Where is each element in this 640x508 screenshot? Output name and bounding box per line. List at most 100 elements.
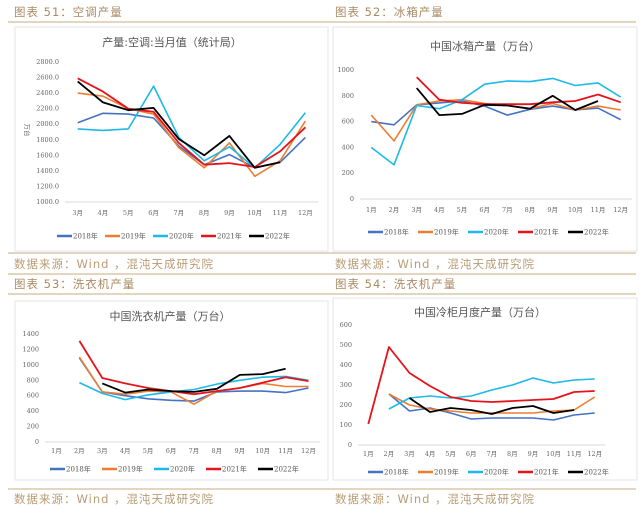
y-tick-label: 1600.0 — [36, 151, 59, 159]
y-tick-label: 600 — [27, 392, 39, 400]
series-line-2019 — [78, 356, 309, 405]
x-tick-label: 2月 — [384, 450, 395, 458]
x-tick-label: 5月 — [143, 447, 154, 455]
caption-54: 图表 54：洗衣机产量 — [335, 277, 456, 291]
x-tick-label: 12月 — [587, 450, 602, 458]
x-tick-label: 3月 — [97, 447, 108, 455]
legend-label: 2020年 — [484, 228, 509, 237]
x-tick-label: 4月 — [120, 447, 131, 455]
x-tick-label: 8月 — [507, 450, 518, 458]
x-tick-label: 1月 — [366, 206, 377, 214]
y-tick-label: 400 — [27, 407, 39, 415]
x-tick-label: 1月 — [51, 447, 62, 455]
x-tick-label: 5月 — [457, 206, 468, 214]
x-tick-label: 8月 — [199, 209, 210, 217]
series-line-2020 — [77, 85, 307, 169]
x-tick-label: 10月 — [247, 209, 262, 217]
y-tick-label: 800 — [342, 92, 354, 100]
y-tick-label: 0 — [348, 441, 352, 449]
legend-label: 2020年 — [484, 468, 509, 477]
x-tick-label: 1月 — [363, 450, 374, 458]
x-tick-label: 7月 — [189, 447, 200, 455]
series-line-2022 — [416, 87, 599, 116]
y-tick-label: 1400 — [22, 330, 39, 338]
x-tick-label: 12月 — [298, 209, 313, 217]
legend-label: 2021年 — [534, 228, 559, 237]
series-line-2019 — [77, 92, 307, 178]
legend-label: 2019年 — [118, 465, 143, 474]
x-tick-label: 12月 — [301, 447, 316, 455]
x-tick-label: 6月 — [479, 206, 490, 214]
legend-label: 2022年 — [584, 468, 609, 477]
y-tick-label: 1000 — [337, 66, 354, 74]
x-tick-label: 8月 — [212, 447, 223, 455]
source-note: 数据来源：Wind ，混沌天成研究院 — [14, 257, 214, 271]
y-tick-label: 200 — [27, 423, 39, 431]
y-tick-label: 800 — [27, 376, 39, 384]
legend-label: 2019年 — [434, 468, 459, 477]
y-axis-label: 万台 — [23, 124, 32, 137]
x-tick-label: 4月 — [434, 206, 445, 214]
chart-title: 中国冷柜月度产量（万台） — [414, 305, 546, 319]
chart-title: 产量:空调:当月值（统计局） — [102, 35, 241, 49]
legend-label: 2021年 — [222, 465, 247, 474]
y-tick-label: 2800.0 — [36, 58, 59, 66]
legend-label: 2021年 — [217, 232, 242, 241]
x-tick-label: 5月 — [445, 450, 456, 458]
legend-label: 2019年 — [434, 228, 459, 237]
series-line-2021 — [77, 77, 307, 168]
caption-52: 图表 52：冰箱产量 — [335, 5, 444, 19]
x-tick-label: 11月 — [273, 209, 288, 217]
x-tick-label: 7月 — [502, 206, 513, 214]
y-tick-label: 600 — [340, 321, 352, 329]
y-tick-label: 200 — [342, 169, 354, 177]
x-tick-label: 4月 — [98, 209, 109, 217]
caption-53: 图表 53：洗衣机产量 — [14, 277, 135, 291]
y-tick-label: 0 — [350, 195, 354, 203]
series-line-2018 — [78, 357, 309, 402]
x-tick-label: 6月 — [148, 209, 159, 217]
y-tick-label: 1800.0 — [36, 136, 59, 144]
y-tick-label: 1000 — [22, 361, 39, 369]
y-tick-label: 2400.0 — [36, 89, 59, 97]
x-tick-label: 9月 — [224, 209, 235, 217]
legend-label: 2018年 — [384, 228, 409, 237]
legend-label: 2020年 — [169, 232, 194, 241]
source-note: 数据来源：Wind ，混沌天成研究院 — [335, 257, 535, 271]
legend-label: 2020年 — [170, 465, 195, 474]
series-line-2022 — [101, 367, 286, 394]
x-tick-label: 11月 — [591, 206, 606, 214]
y-tick-label: 0 — [35, 438, 39, 446]
legend-label: 2022年 — [265, 232, 290, 241]
y-tick-label: 2200.0 — [36, 105, 59, 113]
y-tick-label: 100 — [340, 421, 352, 429]
y-tick-label: 1000.0 — [36, 198, 59, 206]
series-line-2022 — [77, 80, 281, 169]
x-tick-label: 10月 — [546, 450, 561, 458]
y-tick-label: 600 — [342, 118, 354, 126]
source-note: 数据来源：Wind ，混沌天成研究院 — [14, 492, 214, 506]
y-tick-label: 400 — [340, 361, 352, 369]
chart-frame — [332, 297, 638, 481]
series-line-2021 — [367, 346, 595, 425]
y-tick-label: 300 — [340, 381, 352, 389]
legend-label: 2018年 — [384, 468, 409, 477]
x-tick-label: 2月 — [389, 206, 400, 214]
x-tick-label: 12月 — [613, 206, 628, 214]
legend-label: 2019年 — [121, 232, 146, 241]
y-tick-label: 2000.0 — [36, 120, 59, 128]
y-tick-label: 1400.0 — [36, 167, 59, 175]
series-line-2018 — [388, 393, 595, 421]
x-tick-label: 3月 — [72, 209, 83, 217]
y-tick-label: 400 — [342, 143, 354, 151]
x-tick-label: 8月 — [525, 206, 536, 214]
series-line-2020 — [388, 377, 595, 410]
chart-frame — [332, 26, 638, 252]
y-tick-label: 1200 — [22, 345, 39, 353]
x-tick-label: 7月 — [486, 450, 497, 458]
x-tick-label: 10月 — [568, 206, 583, 214]
legend-label: 2018年 — [66, 465, 91, 474]
chart-title: 中国洗衣机产量（万台） — [110, 309, 231, 323]
